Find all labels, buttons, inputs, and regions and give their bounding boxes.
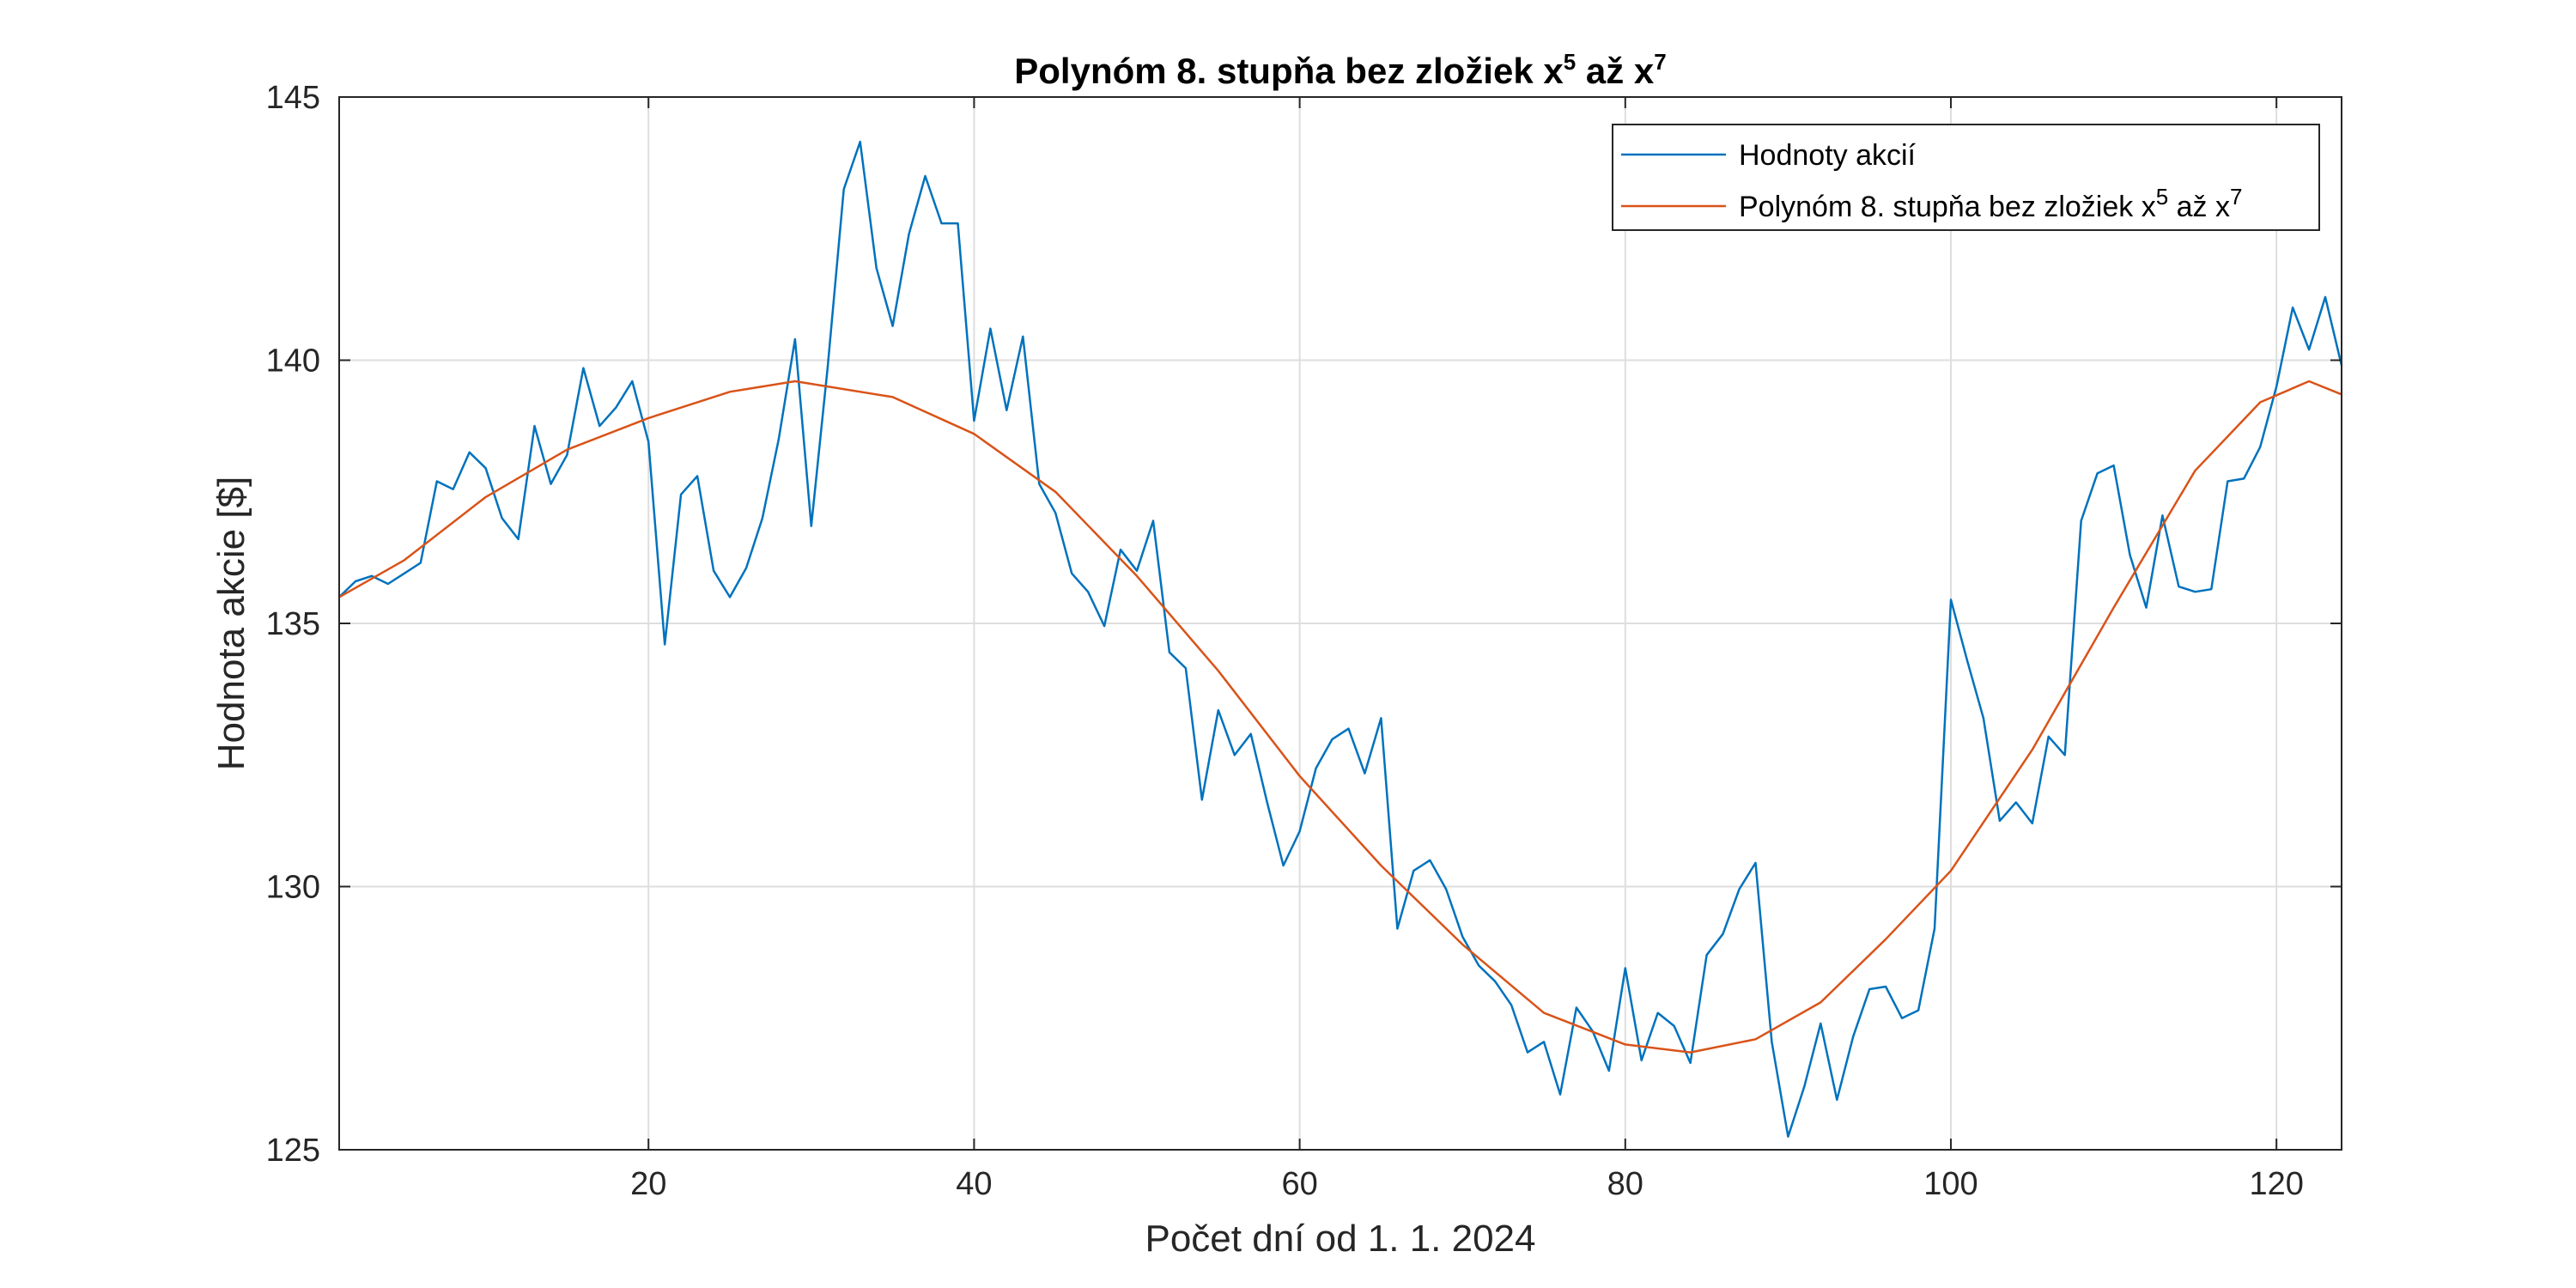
x-tick-label: 40 — [956, 1166, 992, 1202]
y-tick-label: 135 — [266, 606, 320, 642]
chart-title: Polynóm 8. stupňa bez zložiek x5 až x7 — [1014, 49, 1666, 91]
legend: Hodnoty akcií Polynóm 8. stupňa bez zlož… — [1612, 124, 2320, 231]
x-tick-label: 60 — [1281, 1166, 1317, 1202]
y-axis-label: Hodnota akcie [$] — [210, 477, 252, 770]
legend-label-polynomial: Polynóm 8. stupňa bez zložiek x5 až x7 — [1739, 184, 2242, 223]
x-tick-label: 20 — [630, 1166, 666, 1202]
y-tick-label: 125 — [266, 1133, 320, 1169]
legend-label-stock: Hodnoty akcií — [1739, 139, 1917, 172]
series-layer — [338, 140, 2343, 1138]
legend-box — [1612, 124, 2320, 231]
series-line-stock-values — [338, 140, 2343, 1138]
series-line-polynomial-fit — [338, 380, 2342, 1054]
y-tick-label: 145 — [266, 80, 320, 116]
y-tick-label: 140 — [266, 343, 320, 380]
axis-ticks: 20 40 60 80 100 120 125 130 135 140 145 — [266, 80, 2342, 1202]
x-tick-label: 120 — [2249, 1166, 2303, 1202]
grid-lines — [339, 96, 2342, 1151]
y-tick-label: 130 — [266, 870, 320, 906]
x-axis-label: Počet dní od 1. 1. 2024 — [1145, 1218, 1535, 1260]
x-tick-label: 100 — [1923, 1166, 1978, 1202]
x-tick-label: 80 — [1607, 1166, 1643, 1202]
